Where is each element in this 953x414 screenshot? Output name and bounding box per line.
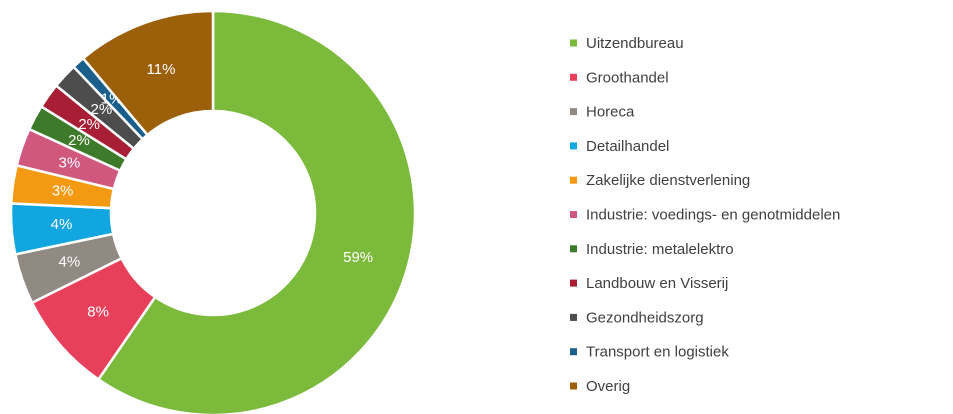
legend-label: Transport en logistiek bbox=[586, 344, 729, 361]
legend-marker bbox=[570, 245, 577, 253]
data-label: 2% bbox=[90, 101, 112, 118]
legend-marker bbox=[570, 176, 577, 184]
data-label: 2% bbox=[78, 116, 100, 133]
legend-label: Groothandel bbox=[586, 69, 669, 86]
legend-marker bbox=[570, 39, 577, 47]
legend-label: Industrie: voedings- en genotmiddelen bbox=[586, 206, 840, 223]
legend-label: Horeca bbox=[586, 104, 635, 121]
legend-marker bbox=[570, 108, 577, 116]
data-label: 4% bbox=[51, 216, 73, 233]
legend-marker bbox=[570, 382, 577, 390]
legend-label: Uitzendbureau bbox=[586, 35, 684, 52]
legend-marker bbox=[570, 313, 577, 321]
legend-label: Detailhandel bbox=[586, 138, 669, 155]
data-label: 3% bbox=[52, 182, 74, 199]
legend-marker bbox=[570, 348, 577, 356]
legend-marker bbox=[570, 73, 577, 81]
data-label: 8% bbox=[87, 304, 109, 321]
legend-marker bbox=[570, 142, 577, 150]
data-label: 3% bbox=[59, 154, 81, 171]
legend-label: Industrie: metalelektro bbox=[586, 241, 734, 258]
donut-segment bbox=[81, 9, 215, 137]
legend-label: Zakelijke dienstverlening bbox=[586, 172, 750, 189]
data-label: 59% bbox=[343, 249, 373, 266]
data-label: 2% bbox=[68, 132, 90, 149]
donut-segment bbox=[96, 9, 417, 414]
legend-label: Landbouw en Visserij bbox=[586, 275, 728, 292]
data-label: 11% bbox=[147, 61, 176, 78]
legend-marker bbox=[570, 211, 577, 218]
data-label: 4% bbox=[59, 254, 81, 271]
legend-marker bbox=[570, 279, 577, 287]
legend-label: Overig bbox=[586, 378, 630, 395]
legend-label: Gezondheidszorg bbox=[586, 309, 704, 326]
